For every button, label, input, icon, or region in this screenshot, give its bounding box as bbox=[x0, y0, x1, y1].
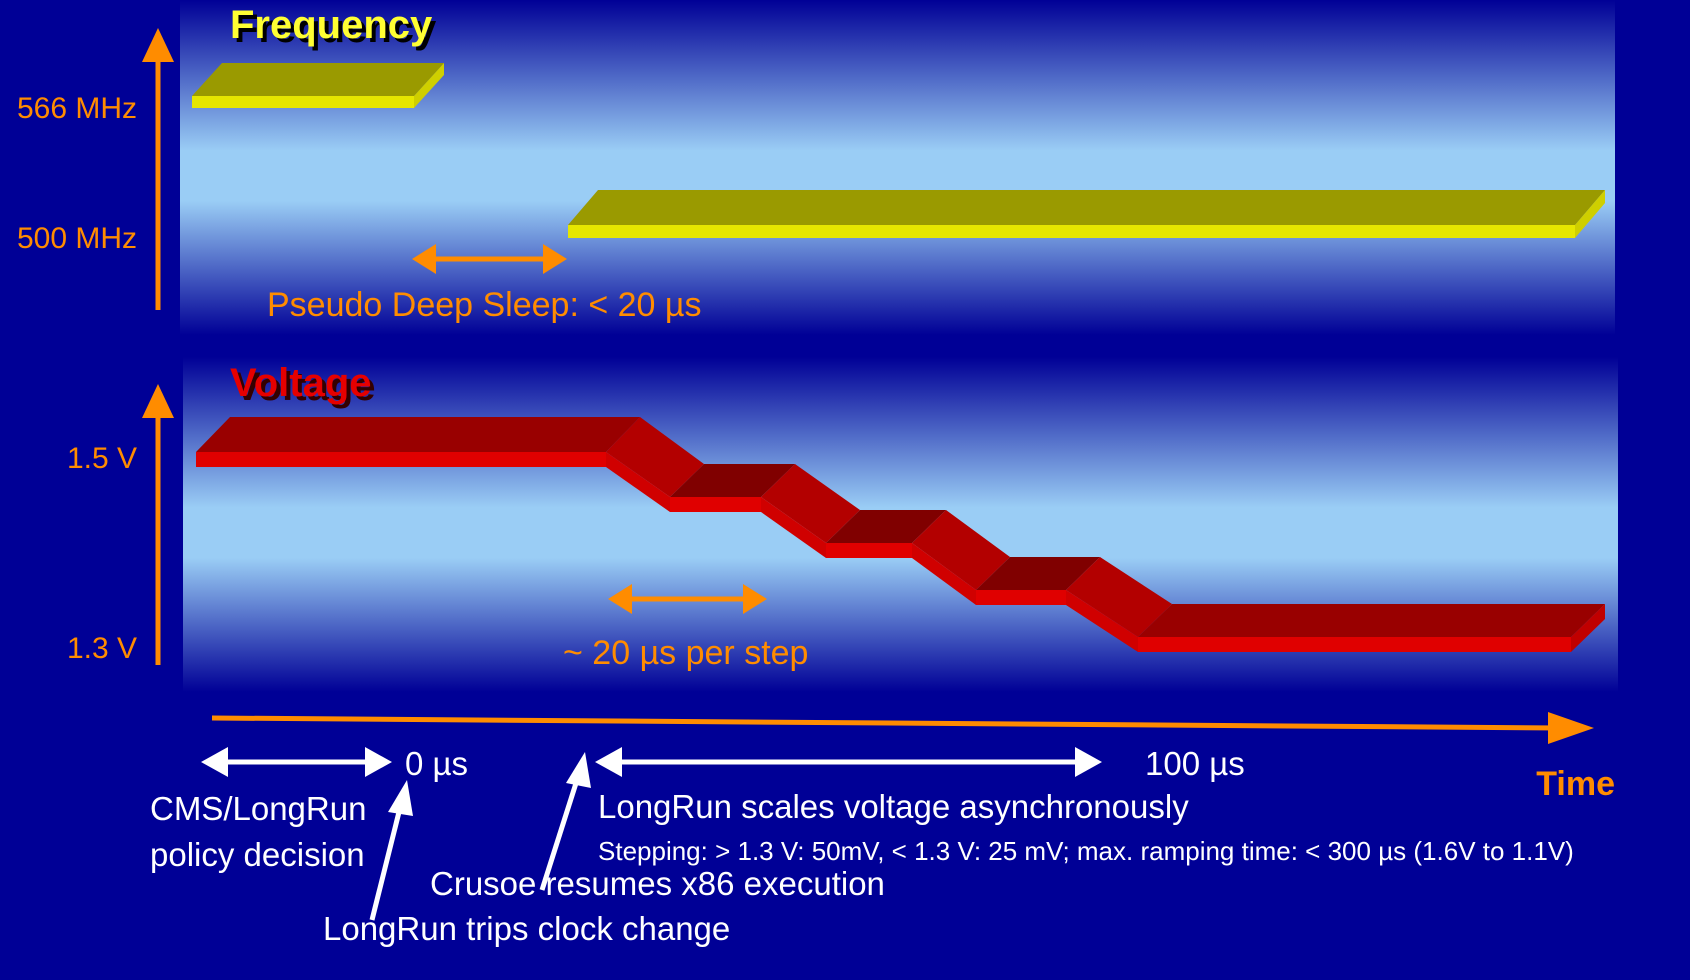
scaling-span-arrow bbox=[595, 747, 1102, 777]
policy-label-line2: policy decision bbox=[150, 836, 365, 873]
trip-pointer-arrow bbox=[369, 780, 413, 921]
level-1-5v: 1.5 V bbox=[67, 442, 137, 475]
policy-span-arrow bbox=[201, 747, 392, 777]
frequency-title: Frequency bbox=[230, 3, 433, 47]
resume-pointer-arrow bbox=[539, 752, 591, 891]
scale-label: LongRun scales voltage asynchronously bbox=[598, 788, 1189, 825]
mark-100us: 100 µs bbox=[1145, 745, 1245, 782]
frequency-title-shadow: Frequency bbox=[234, 7, 437, 51]
level-500mhz: 500 MHz bbox=[17, 222, 137, 255]
frequency-bar-566mhz bbox=[192, 63, 444, 108]
frequency-bar-500mhz bbox=[568, 190, 1605, 238]
voltage-axis-arrowhead bbox=[142, 384, 174, 418]
frequency-panel bbox=[180, 0, 1615, 335]
time-axis bbox=[211, 712, 1594, 744]
stepping-label: Stepping: > 1.3 V: 50mV, < 1.3 V: 25 mV;… bbox=[598, 836, 1574, 866]
resume-label: Crusoe resumes x86 execution bbox=[430, 865, 885, 902]
level-566mhz: 566 MHz bbox=[17, 92, 137, 125]
mark-0us: 0 µs bbox=[405, 745, 468, 782]
voltage-title-shadow: Voltage bbox=[234, 365, 376, 409]
deep-sleep-span-arrow bbox=[412, 244, 567, 274]
step-span-arrow bbox=[608, 584, 767, 614]
time-axis-label: Time bbox=[1536, 765, 1615, 803]
policy-label-line1: CMS/LongRun bbox=[150, 790, 366, 827]
deep-sleep-note: Pseudo Deep Sleep: < 20 µs bbox=[267, 286, 702, 324]
level-1-3v: 1.3 V bbox=[67, 632, 137, 665]
voltage-title: Voltage bbox=[230, 361, 372, 405]
voltage-staircase bbox=[196, 417, 1605, 652]
frequency-axis-arrowhead bbox=[142, 28, 174, 62]
per-step-note: ~ 20 µs per step bbox=[563, 634, 808, 672]
trip-label: LongRun trips clock change bbox=[323, 910, 730, 947]
